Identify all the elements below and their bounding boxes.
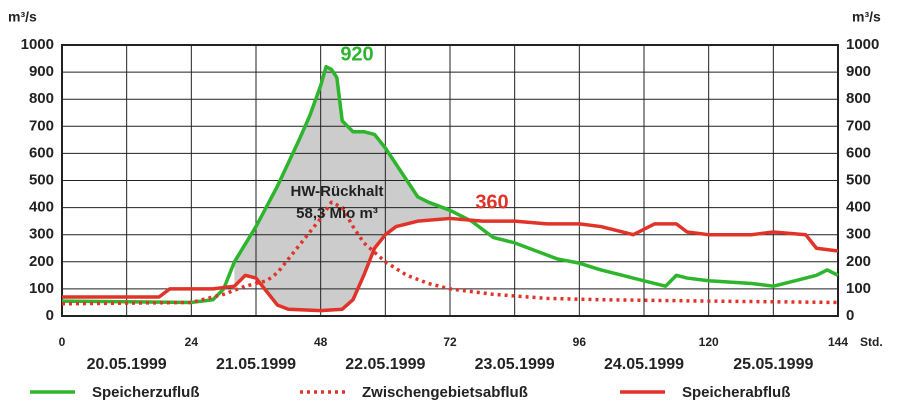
x-tick-label: 96 bbox=[573, 335, 587, 349]
retention-area bbox=[234, 66, 450, 311]
date-label: 22.05.1999 bbox=[345, 356, 425, 373]
annotation: 58,3 Mio m³ bbox=[296, 205, 378, 222]
y-tick-label: 600 bbox=[29, 144, 54, 161]
y-tick-label: 0 bbox=[846, 307, 854, 324]
x-tick-label: 48 bbox=[314, 335, 328, 349]
y-tick-label: 300 bbox=[29, 226, 54, 243]
y-tick-label: 600 bbox=[846, 144, 871, 161]
y-tick-label: 700 bbox=[846, 117, 871, 134]
legend-label: Zwischengebietsabfluß bbox=[362, 384, 528, 401]
y-tick-label: 800 bbox=[29, 90, 54, 107]
x-tick-label: 24 bbox=[185, 335, 199, 349]
annotation: HW-Rückhalt bbox=[290, 183, 383, 200]
x-unit: Std. bbox=[860, 335, 883, 349]
y-tick-label: 0 bbox=[46, 307, 54, 324]
series-line bbox=[61, 200, 839, 306]
y-tick-label: 500 bbox=[29, 171, 54, 188]
plot-frame bbox=[61, 44, 839, 317]
series-line bbox=[62, 216, 839, 313]
date-label: 23.05.1999 bbox=[475, 356, 555, 373]
y-tick-label: 200 bbox=[29, 253, 54, 270]
y-tick-label: 500 bbox=[846, 171, 871, 188]
y-tick-label: 100 bbox=[846, 280, 871, 297]
y-tick-label: 300 bbox=[846, 226, 871, 243]
legend-label: Speicherzufluß bbox=[92, 384, 200, 401]
date-label: 25.05.1999 bbox=[733, 356, 813, 373]
y-tick-label: 1000 bbox=[21, 36, 54, 53]
date-label: 24.05.1999 bbox=[604, 356, 684, 373]
y-unit-left: m³/s bbox=[8, 9, 37, 25]
x-tick-label: 72 bbox=[443, 335, 457, 349]
annotation: 920 bbox=[340, 43, 373, 65]
date-label: 20.05.1999 bbox=[87, 356, 167, 373]
annotation: 360 bbox=[475, 191, 508, 213]
y-tick-label: 400 bbox=[846, 199, 871, 216]
y-tick-label: 900 bbox=[846, 63, 871, 80]
x-tick-label: 144 bbox=[828, 335, 848, 349]
x-tick-label: 0 bbox=[59, 335, 66, 349]
legend-label: Speicherabfluß bbox=[682, 384, 790, 401]
series-line bbox=[61, 64, 839, 305]
y-tick-label: 400 bbox=[29, 199, 54, 216]
date-label: 21.05.1999 bbox=[216, 356, 296, 373]
y-unit-right: m³/s bbox=[852, 9, 881, 25]
y-tick-label: 200 bbox=[846, 253, 871, 270]
x-tick-label: 120 bbox=[699, 335, 719, 349]
y-tick-label: 100 bbox=[29, 280, 54, 297]
y-tick-label: 800 bbox=[846, 90, 871, 107]
y-tick-label: 700 bbox=[29, 117, 54, 134]
y-tick-label: 1000 bbox=[846, 36, 879, 53]
y-tick-label: 900 bbox=[29, 63, 54, 80]
